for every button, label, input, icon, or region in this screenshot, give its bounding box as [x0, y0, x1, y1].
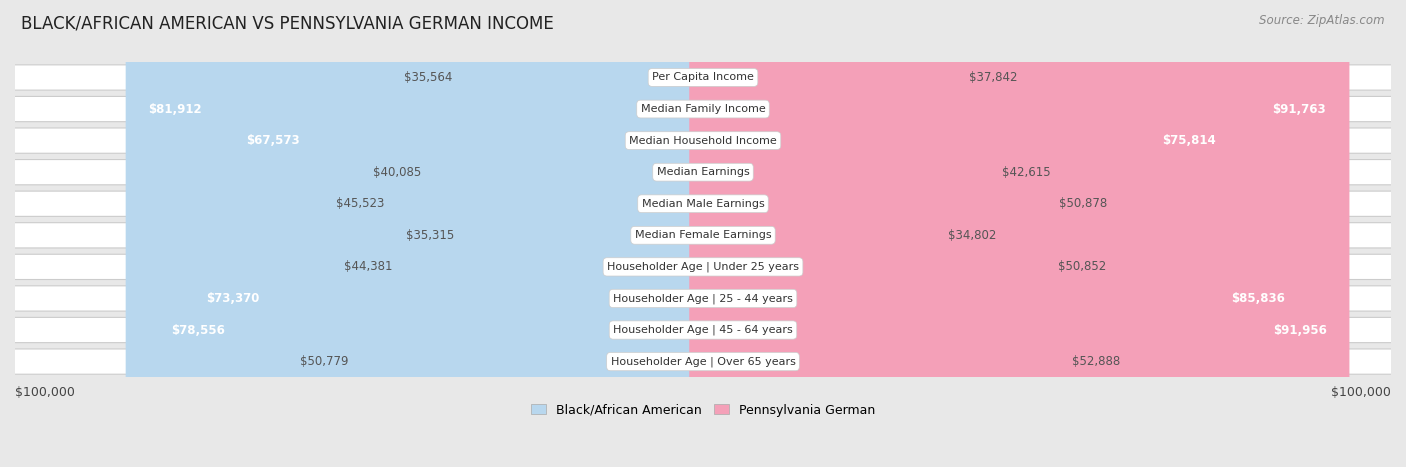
FancyBboxPatch shape	[225, 0, 717, 467]
FancyBboxPatch shape	[384, 0, 717, 467]
Text: $73,370: $73,370	[207, 292, 260, 305]
FancyBboxPatch shape	[375, 0, 717, 467]
FancyBboxPatch shape	[8, 96, 1398, 122]
FancyBboxPatch shape	[689, 0, 1350, 467]
Text: Householder Age | 25 - 44 years: Householder Age | 25 - 44 years	[613, 293, 793, 304]
FancyBboxPatch shape	[689, 0, 1067, 467]
FancyBboxPatch shape	[8, 128, 1398, 153]
Text: $45,523: $45,523	[336, 197, 384, 210]
FancyBboxPatch shape	[8, 349, 1398, 374]
FancyBboxPatch shape	[689, 0, 1348, 467]
FancyBboxPatch shape	[689, 0, 977, 467]
Text: Householder Age | Under 25 years: Householder Age | Under 25 years	[607, 262, 799, 272]
Text: $81,912: $81,912	[148, 103, 201, 115]
Text: Median Family Income: Median Family Income	[641, 104, 765, 114]
FancyBboxPatch shape	[8, 223, 1398, 248]
Text: $91,956: $91,956	[1274, 324, 1327, 337]
Text: Median Female Earnings: Median Female Earnings	[634, 230, 772, 241]
Text: $40,085: $40,085	[374, 166, 422, 179]
FancyBboxPatch shape	[446, 0, 717, 467]
Text: $85,836: $85,836	[1232, 292, 1285, 305]
Text: $37,842: $37,842	[969, 71, 1018, 84]
Text: $44,381: $44,381	[343, 261, 392, 273]
FancyBboxPatch shape	[689, 0, 1308, 467]
Text: $35,315: $35,315	[406, 229, 454, 242]
FancyBboxPatch shape	[8, 160, 1398, 185]
FancyBboxPatch shape	[125, 0, 717, 467]
FancyBboxPatch shape	[149, 0, 717, 467]
Text: $50,852: $50,852	[1059, 261, 1107, 273]
Text: Median Earnings: Median Earnings	[657, 167, 749, 177]
Text: $52,888: $52,888	[1073, 355, 1121, 368]
Text: $75,814: $75,814	[1163, 134, 1216, 147]
FancyBboxPatch shape	[184, 0, 717, 467]
Text: Per Capita Income: Per Capita Income	[652, 72, 754, 83]
Text: Source: ZipAtlas.com: Source: ZipAtlas.com	[1260, 14, 1385, 27]
FancyBboxPatch shape	[8, 65, 1398, 90]
Text: $67,573: $67,573	[246, 134, 299, 147]
Text: BLACK/AFRICAN AMERICAN VS PENNSYLVANIA GERMAN INCOME: BLACK/AFRICAN AMERICAN VS PENNSYLVANIA G…	[21, 14, 554, 32]
Text: Householder Age | Over 65 years: Householder Age | Over 65 years	[610, 356, 796, 367]
FancyBboxPatch shape	[444, 0, 717, 467]
FancyBboxPatch shape	[8, 254, 1398, 280]
Text: Median Male Earnings: Median Male Earnings	[641, 199, 765, 209]
FancyBboxPatch shape	[8, 318, 1398, 343]
FancyBboxPatch shape	[8, 191, 1398, 216]
Text: $50,878: $50,878	[1059, 197, 1107, 210]
Text: $50,779: $50,779	[299, 355, 349, 368]
Text: Householder Age | 45 - 64 years: Householder Age | 45 - 64 years	[613, 325, 793, 335]
FancyBboxPatch shape	[689, 0, 956, 467]
Text: $35,564: $35,564	[405, 71, 453, 84]
Text: $78,556: $78,556	[170, 324, 225, 337]
Text: $100,000: $100,000	[1331, 386, 1391, 399]
FancyBboxPatch shape	[689, 0, 1067, 467]
FancyBboxPatch shape	[413, 0, 717, 467]
Text: $34,802: $34,802	[948, 229, 997, 242]
Text: Median Household Income: Median Household Income	[628, 135, 778, 146]
FancyBboxPatch shape	[689, 0, 1239, 467]
Text: $91,763: $91,763	[1272, 103, 1326, 115]
FancyBboxPatch shape	[8, 286, 1398, 311]
FancyBboxPatch shape	[689, 0, 1081, 467]
Text: $100,000: $100,000	[15, 386, 75, 399]
FancyBboxPatch shape	[340, 0, 717, 467]
FancyBboxPatch shape	[689, 0, 1010, 467]
Legend: Black/African American, Pennsylvania German: Black/African American, Pennsylvania Ger…	[526, 399, 880, 422]
Text: $42,615: $42,615	[1001, 166, 1050, 179]
